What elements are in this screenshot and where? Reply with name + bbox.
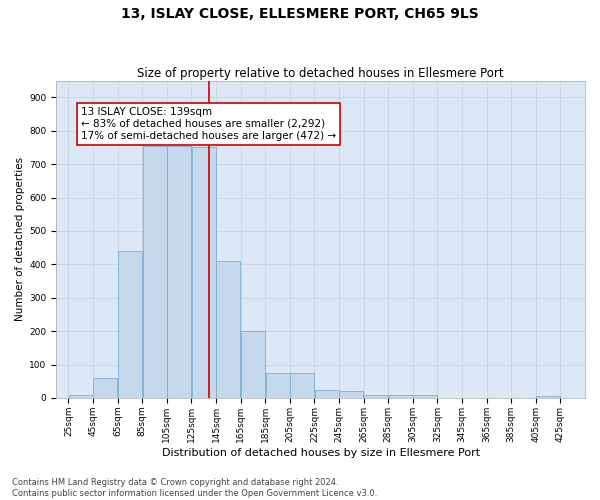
X-axis label: Distribution of detached houses by size in Ellesmere Port: Distribution of detached houses by size … [161,448,479,458]
Bar [192,148,216,398]
Bar [364,394,388,398]
Bar [167,146,191,398]
Y-axis label: Number of detached properties: Number of detached properties [15,157,25,322]
Bar [69,394,93,398]
Bar [94,378,118,398]
Bar [315,390,339,398]
Text: Contains HM Land Registry data © Crown copyright and database right 2024.
Contai: Contains HM Land Registry data © Crown c… [12,478,377,498]
Bar [241,331,265,398]
Bar [266,373,290,398]
Title: Size of property relative to detached houses in Ellesmere Port: Size of property relative to detached ho… [137,66,504,80]
Text: 13 ISLAY CLOSE: 139sqm
← 83% of detached houses are smaller (2,292)
17% of semi-: 13 ISLAY CLOSE: 139sqm ← 83% of detached… [81,108,336,140]
Bar [217,261,241,398]
Bar [290,373,314,398]
Bar [536,396,560,398]
Bar [340,392,364,398]
Bar [389,394,413,398]
Text: 13, ISLAY CLOSE, ELLESMERE PORT, CH65 9LS: 13, ISLAY CLOSE, ELLESMERE PORT, CH65 9L… [121,8,479,22]
Bar [143,146,167,398]
Bar [118,251,142,398]
Bar [413,394,437,398]
